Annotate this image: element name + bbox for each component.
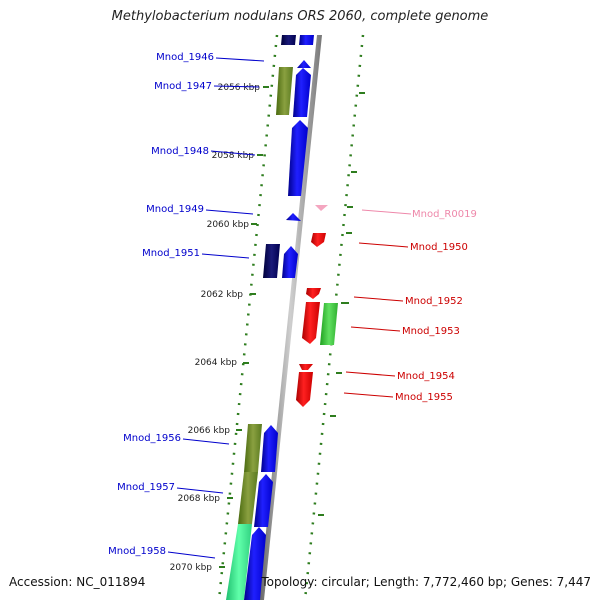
gene-block-mnod-1946 xyxy=(297,60,311,68)
gene-label-mnod-1955[interactable]: Mnod_1955 xyxy=(395,392,453,403)
gene-label-mnod-1946[interactable]: Mnod_1946 xyxy=(156,52,214,63)
outer-track-dashes xyxy=(318,92,365,516)
tick-label-2064: 2064 kbp xyxy=(195,358,238,368)
gene-label-mnod-1949[interactable]: Mnod_1949 xyxy=(146,204,204,215)
accession-label: Accession: NC_011894 xyxy=(9,575,146,589)
forward-leader-lines xyxy=(167,57,265,559)
tick-label-2058: 2058 kbp xyxy=(212,151,255,161)
tick-label-2060: 2060 kbp xyxy=(207,220,250,230)
gene-label-mnod-1950[interactable]: Mnod_1950 xyxy=(410,242,468,253)
map-title: Methylobacterium nodulans ORS 2060, comp… xyxy=(111,9,489,24)
forward-gene-labels: Mnod_1946 Mnod_1947 Mnod_1948 Mnod_1949 … xyxy=(108,52,214,557)
leader-line-mnod-r0019 xyxy=(361,209,412,215)
gene-label-mnod-1957[interactable]: Mnod_1957 xyxy=(117,482,175,493)
genome-summary-label: Topology: circular; Length: 7,772,460 bp… xyxy=(261,575,591,589)
gene-label-mnod-1953[interactable]: Mnod_1953 xyxy=(402,326,460,337)
reverse-gene-blocks xyxy=(296,205,338,407)
tick-label-2070: 2070 kbp xyxy=(170,563,213,573)
gene-block-mnod-1956a xyxy=(244,424,262,472)
gene-label-mnod-1948[interactable]: Mnod_1948 xyxy=(151,146,209,157)
gene-block-mnod-r0019 xyxy=(315,205,328,211)
tick-marks xyxy=(219,86,269,568)
gene-label-mnod-1951[interactable]: Mnod_1951 xyxy=(142,248,200,259)
gene-label-mnod-1954[interactable]: Mnod_1954 xyxy=(397,371,455,382)
gene-block-mnod-1952 xyxy=(306,288,321,299)
reverse-gene-labels: Mnod_1950 Mnod_1952 Mnod_1953 Mnod_1954 … xyxy=(395,242,468,403)
gene-label-mnod-r0019[interactable]: Mnod_R0019 xyxy=(412,209,477,220)
gene-block-mnod-1953b xyxy=(320,303,338,345)
gene-block-mnod-1957b xyxy=(254,474,273,527)
gene-block-mnod-1951a xyxy=(263,244,280,278)
gene-label-mnod-1952[interactable]: Mnod_1952 xyxy=(405,296,463,307)
gene-block-mnod-1947a xyxy=(276,67,293,115)
gene-label-mnod-1956[interactable]: Mnod_1956 xyxy=(123,433,181,444)
reverse-leader-lines xyxy=(343,242,409,398)
gene-block-mnod-1950 xyxy=(311,233,326,247)
gene-block-mnod-1954 xyxy=(299,364,313,370)
gene-block-top-blue xyxy=(299,35,314,45)
tick-label-2068: 2068 kbp xyxy=(178,494,221,504)
tick-labels: 2056 kbp 2058 kbp 2060 kbp 2062 kbp 2064… xyxy=(170,83,261,573)
gene-block-mnod-1948 xyxy=(288,120,308,196)
forward-gene-blocks xyxy=(226,35,314,600)
gene-label-mnod-1958[interactable]: Mnod_1958 xyxy=(108,546,166,557)
gene-block-mnod-1955 xyxy=(296,372,313,407)
tick-label-2056: 2056 kbp xyxy=(218,83,261,93)
gene-block-mnod-1958a xyxy=(226,524,252,600)
gene-block-mnod-1947b xyxy=(293,68,311,117)
gene-label-mnod-1947[interactable]: Mnod_1947 xyxy=(154,81,212,92)
tick-label-2062: 2062 kbp xyxy=(201,290,244,300)
gene-block-mnod-1949 xyxy=(286,213,301,221)
gene-block-top-navy xyxy=(281,35,296,45)
gene-block-mnod-1951b xyxy=(282,246,298,278)
gene-block-mnod-1953a xyxy=(302,302,320,344)
gene-block-mnod-1957a xyxy=(238,472,258,524)
gene-block-mnod-1958b xyxy=(244,527,266,600)
tick-label-2066: 2066 kbp xyxy=(188,426,231,436)
gene-block-mnod-1956b xyxy=(261,425,278,472)
